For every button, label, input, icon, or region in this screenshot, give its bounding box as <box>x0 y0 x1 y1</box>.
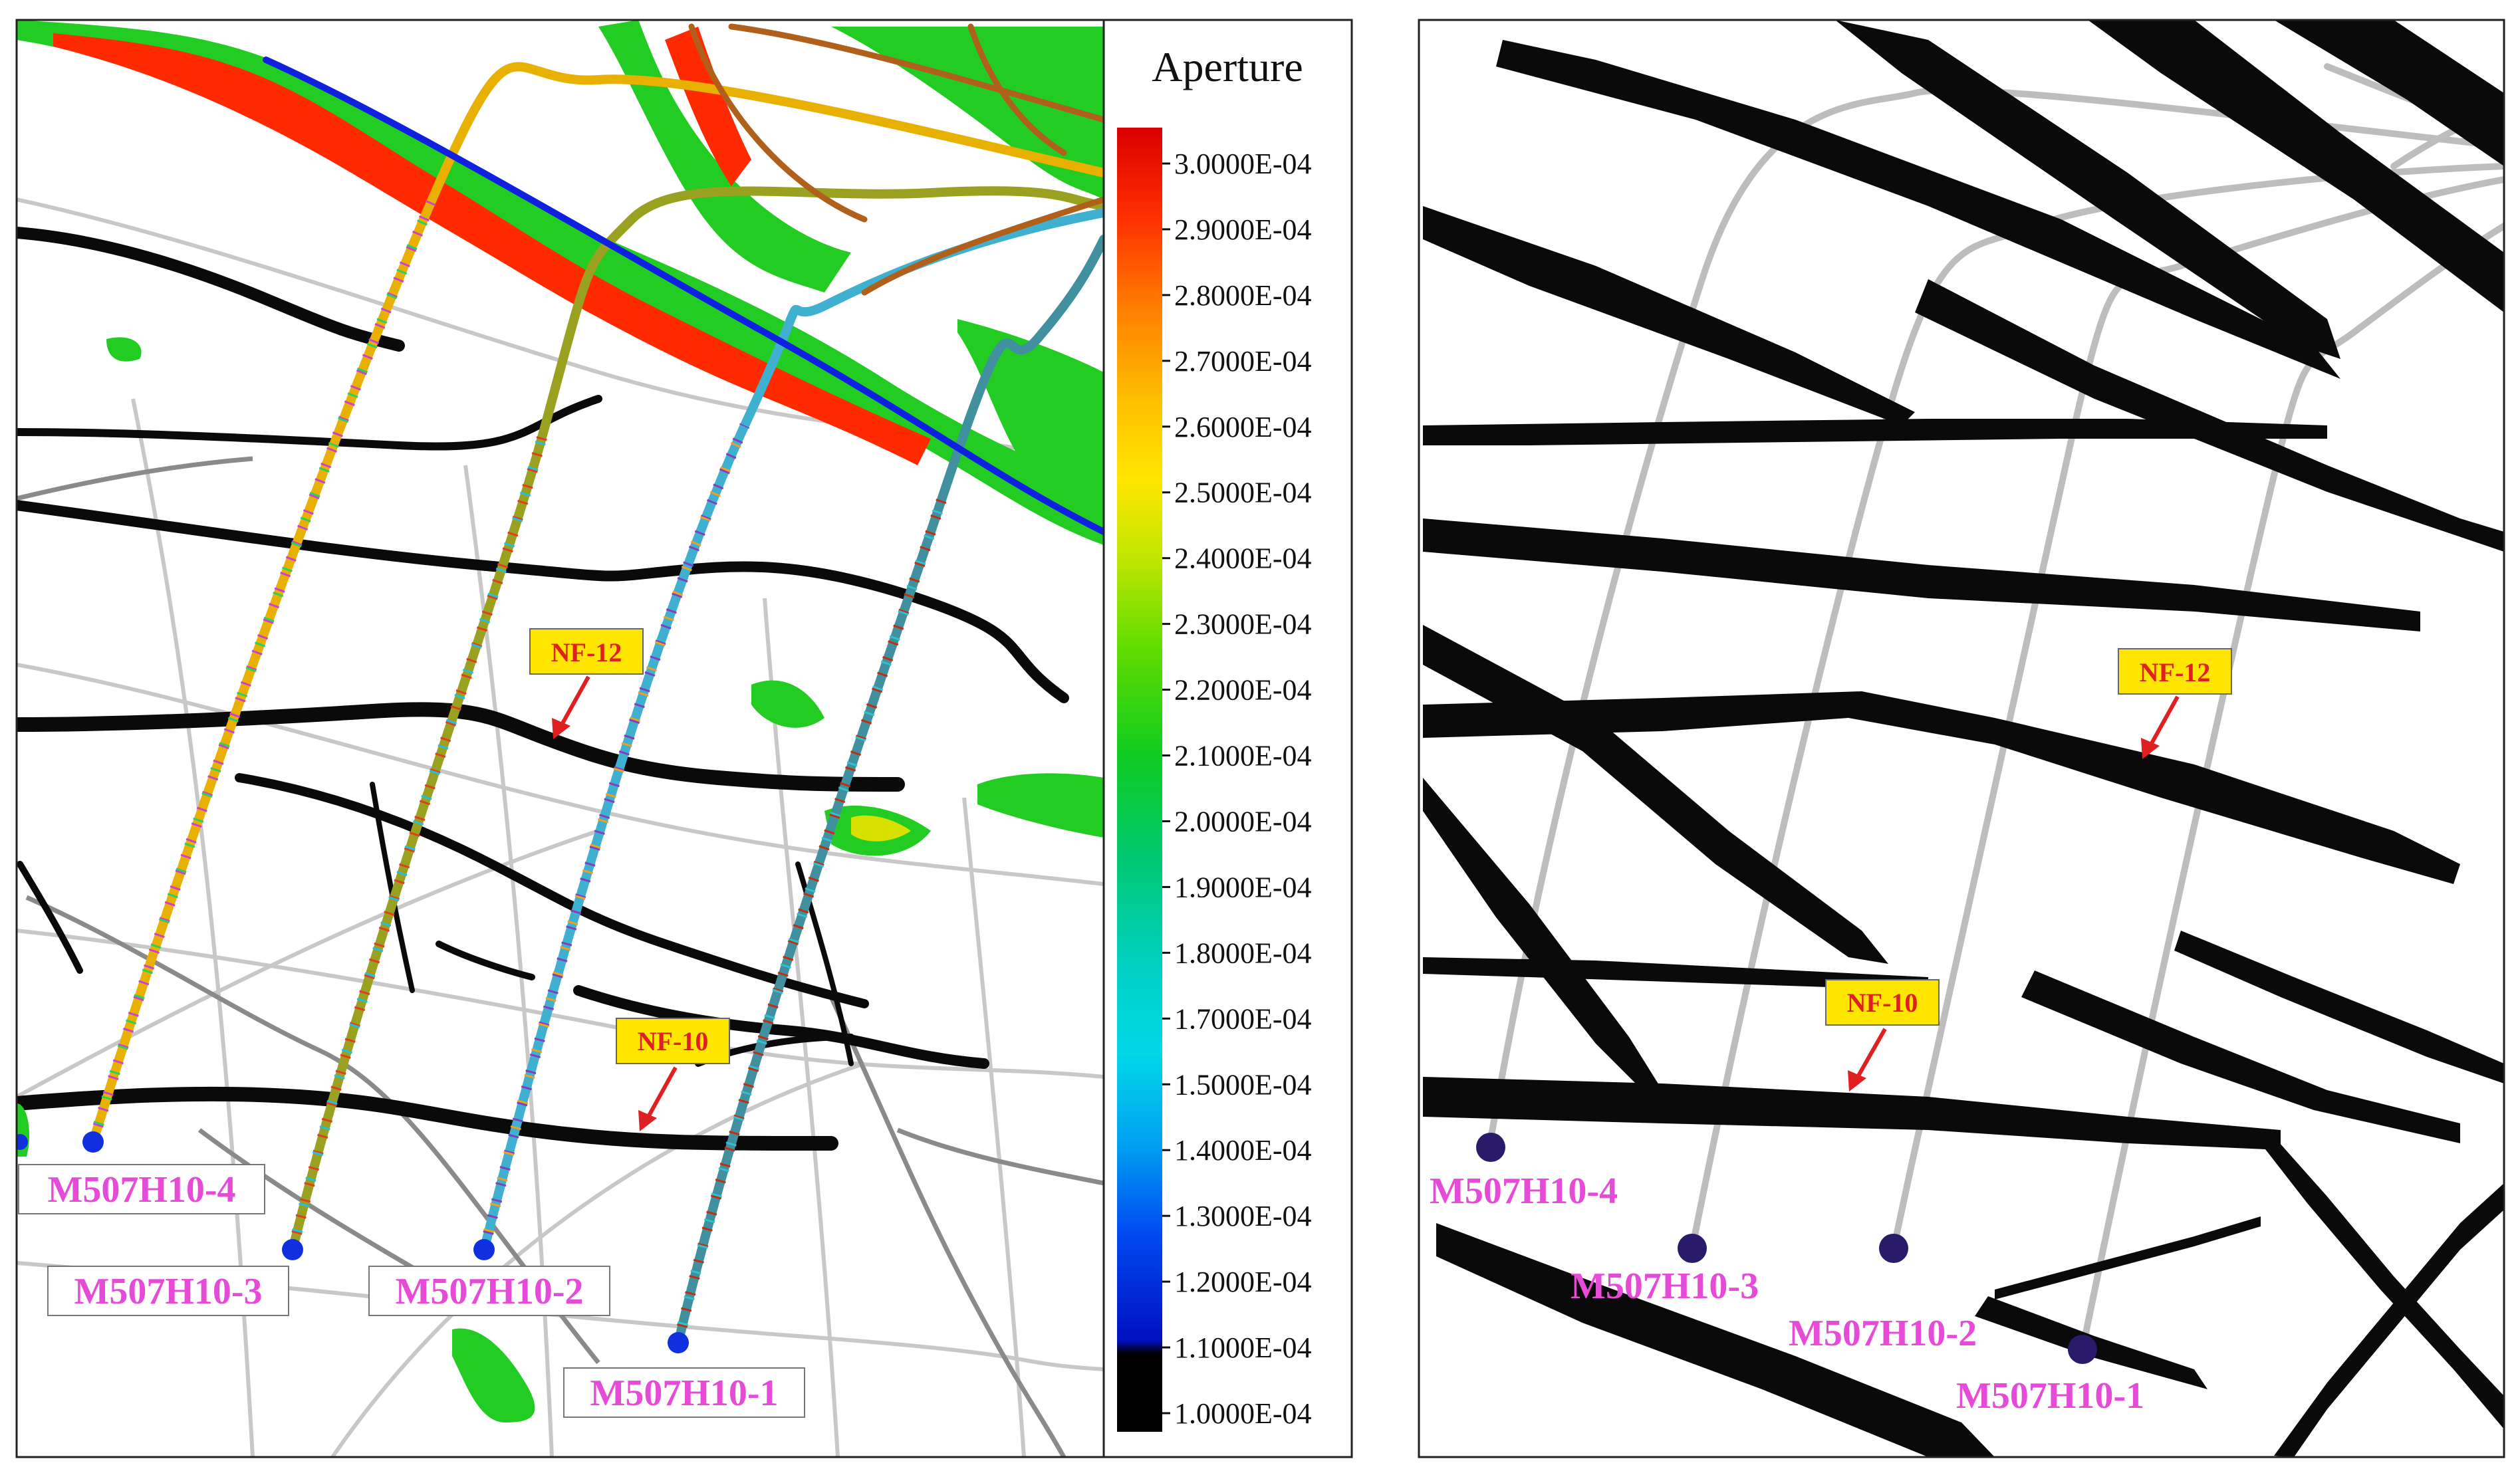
well-path-brown-3 <box>861 196 1104 296</box>
right-map <box>1423 20 2504 1457</box>
colorbar-tick-label: 2.3000E-04 <box>1174 608 1312 641</box>
colorbar-tick-label: 2.4000E-04 <box>1174 542 1312 575</box>
right-well-path-m507h10-2 <box>1890 176 2504 1252</box>
well-label-left-1: M507H10-3 <box>74 1271 262 1312</box>
right-fracture-planes <box>1423 20 2504 1457</box>
well-path-m507h10-4 <box>88 62 1104 1147</box>
well-path-m507h10-1 <box>674 235 1104 1347</box>
left-map <box>17 20 1104 1457</box>
colorbar-tick-label: 1.5000E-04 <box>1174 1068 1312 1101</box>
well-label-right-3: M507H10-1 <box>1956 1375 2144 1417</box>
well-label-left-3: M507H10-1 <box>590 1373 778 1414</box>
well-label-left-2: M507H10-2 <box>395 1271 583 1312</box>
colorbar-tick-label: 1.1000E-04 <box>1174 1331 1312 1364</box>
well-label-right-2: M507H10-2 <box>1789 1313 1977 1354</box>
colorbar-tick-label: 1.3000E-04 <box>1174 1200 1312 1232</box>
wellhead-left-edge <box>17 1134 28 1150</box>
wellhead-left-m507h10-2 <box>473 1239 495 1260</box>
colorbar-tick-label: 1.4000E-04 <box>1174 1134 1312 1167</box>
wellhead-right-m507h10-2 <box>1879 1234 1908 1263</box>
arrow-nf-10-left <box>646 1066 678 1118</box>
arrow-nf-12-left <box>560 675 590 726</box>
well-path-brown-4 <box>967 23 1067 156</box>
nf-label-left-0: NF-12 <box>551 637 622 667</box>
wellhead-left-m507h10-3 <box>282 1239 303 1260</box>
fracture-traces-black <box>17 227 1069 1151</box>
colorbar-tick-label: 2.2000E-04 <box>1174 674 1312 707</box>
well-path-brown-2 <box>728 23 1104 123</box>
wellhead-left-m507h10-4 <box>82 1131 104 1153</box>
colorbar-tick-label: 2.6000E-04 <box>1174 411 1312 443</box>
nf-label-right-1: NF-10 <box>1847 988 1918 1018</box>
colorbar-tick-label: 1.0000E-04 <box>1174 1397 1312 1430</box>
colorbar-tick-label: 2.1000E-04 <box>1174 740 1312 772</box>
well-label-left-m507h10-2: M507H10-2 <box>368 1266 610 1316</box>
colorbar-tick-label: 2.9000E-04 <box>1174 213 1312 246</box>
well-label-left-0: M507H10-4 <box>47 1169 235 1210</box>
colorbar-tick-label: 2.0000E-04 <box>1174 805 1312 838</box>
colorbar-tick-label: 3.0000E-04 <box>1174 148 1312 180</box>
fracture-label-nf-10-left: NF-10 <box>616 1018 730 1131</box>
well-path-brown-1 <box>688 23 868 223</box>
colorbar-tick-label: 1.8000E-04 <box>1174 937 1312 969</box>
fracture-label-nf-12-left: NF-12 <box>529 628 644 739</box>
colorbar-tick-label: 1.2000E-04 <box>1174 1266 1312 1298</box>
colorbar-scale <box>1117 128 1162 1432</box>
arrow-nf-12-right <box>2149 695 2180 746</box>
colorbar-title: Aperture <box>1152 43 1303 90</box>
well-path-blue-offset <box>263 57 1104 535</box>
colorbar-tick-label: 1.9000E-04 <box>1174 871 1312 903</box>
well-label-right-0: M507H10-4 <box>1430 1171 1618 1212</box>
right-panel: NF-12 NF-10 M507H10-4 M507H10-3 M507H10-… <box>1418 19 2505 1458</box>
colorbar-tick-label: 2.8000E-04 <box>1174 279 1312 312</box>
well-label-left-m507h10-4: M507H10-4 <box>18 1164 265 1214</box>
colorbar-ticks: 3.0000E-04 2.9000E-04 2.8000E-04 2.7000E-04… <box>1162 148 1312 1430</box>
well-label-left-m507h10-3: M507H10-3 <box>47 1266 289 1316</box>
well-label-right-1: M507H10-3 <box>1571 1266 1759 1307</box>
nf-label-left-1: NF-10 <box>638 1026 709 1056</box>
colorbar: Aperture 3.0000E-04 2.9000E-04 2.8000E-04 2… <box>1102 19 1353 1458</box>
fracture-mesh-mid <box>17 456 1104 1457</box>
fracture-label-nf-10-right: NF-10 <box>1825 979 1940 1091</box>
arrow-nf-10-right <box>1856 1028 1887 1078</box>
wellhead-right-m507h10-1 <box>2068 1335 2097 1364</box>
wellhead-left-m507h10-1 <box>668 1332 689 1353</box>
right-map-border <box>1418 19 2505 1458</box>
colorbar-tick-label: 1.7000E-04 <box>1174 1002 1312 1035</box>
left-panel: NF-12 NF-10 M507H10-4 M507H10-3 M507H10-… <box>15 19 1353 1458</box>
wellhead-right-m507h10-4 <box>1476 1133 1505 1162</box>
well-heads-left <box>17 1131 689 1353</box>
colorbar-tick-label: 2.7000E-04 <box>1174 345 1312 378</box>
nf-label-right-0: NF-12 <box>2140 657 2211 687</box>
well-label-left-m507h10-1: M507H10-1 <box>563 1367 805 1418</box>
well-trajectories <box>88 23 1104 1347</box>
well-heads-right <box>1476 1133 2097 1364</box>
colorbar-tick-label: 2.5000E-04 <box>1174 477 1312 509</box>
fracture-label-nf-12-right: NF-12 <box>2118 648 2232 759</box>
wellhead-right-m507h10-3 <box>1678 1234 1707 1263</box>
